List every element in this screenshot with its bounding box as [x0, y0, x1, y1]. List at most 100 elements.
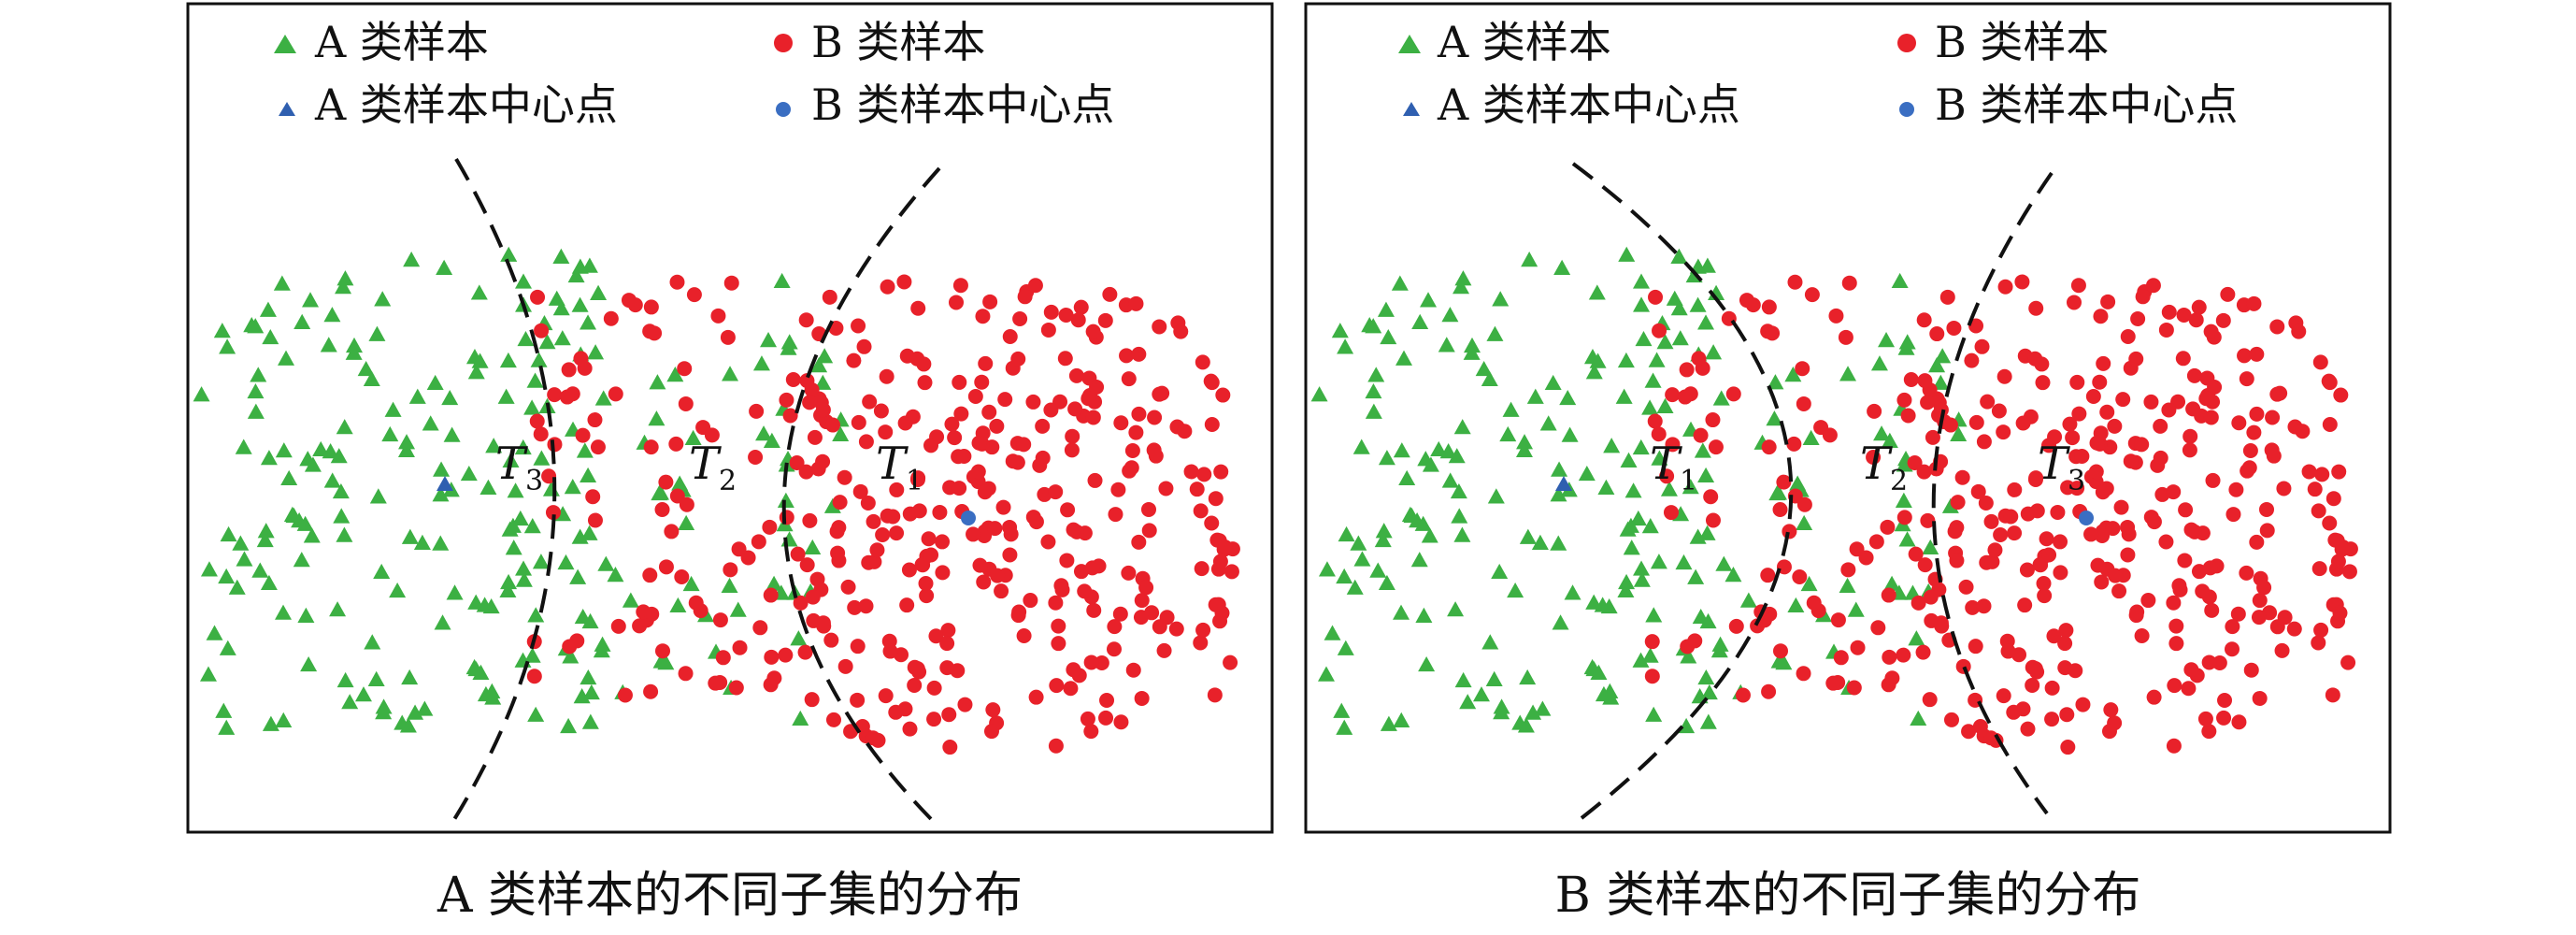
subset-label-right: T1 — [876, 438, 923, 497]
b-sample-point — [526, 669, 542, 684]
panel-caption: B 类样本的不同子集的分布 — [1555, 868, 2141, 924]
b-sample-point — [766, 670, 782, 686]
a-sample-point — [235, 439, 252, 454]
b-sample-point — [1119, 348, 1135, 364]
b-sample-point — [885, 509, 901, 525]
b-sample-point — [763, 587, 779, 603]
b-sample-point — [2134, 437, 2150, 453]
b-sample-point — [562, 639, 578, 654]
a-sample-point — [407, 704, 424, 720]
b-sample-point — [642, 568, 658, 583]
b-sample-point — [1152, 319, 1167, 335]
b-sample-point — [2207, 379, 2223, 395]
a-sample-point — [530, 352, 548, 367]
a-sample-point — [515, 560, 533, 576]
a-sample-point — [408, 388, 426, 404]
legend-a-center: A 类样本中心点 — [314, 79, 618, 130]
b-sample-point — [837, 469, 852, 485]
a-sample-point — [1365, 382, 1382, 399]
subset-label-middle: T2 — [689, 438, 737, 497]
b-sample-point — [1652, 323, 1667, 338]
b-sample-point — [1772, 502, 1788, 518]
b-sample-point — [1939, 289, 1955, 305]
b-sample-point — [2216, 710, 2232, 726]
b-sample-point — [2053, 565, 2068, 581]
b-sample-point — [2003, 509, 2019, 525]
b-sample-point — [2074, 448, 2090, 464]
b-sample-point — [1947, 524, 1963, 539]
b-sample-point — [2044, 680, 2060, 696]
a-sample-point — [1617, 352, 1635, 368]
b-sample-point — [1946, 320, 1962, 336]
b-sample-point — [2092, 374, 2108, 390]
b-sample-point — [2035, 375, 2051, 391]
b-sample-point — [815, 402, 831, 418]
b-sample-point — [1217, 539, 1233, 555]
b-sample-point — [928, 628, 944, 644]
b-sample-point — [2224, 641, 2240, 657]
a-sample-point — [527, 706, 545, 722]
b-sample-point — [983, 724, 999, 740]
b-sample-point — [1917, 557, 1933, 573]
b-sample-point — [1796, 666, 1811, 682]
a-sample-point — [335, 279, 352, 295]
b-sample-point — [923, 547, 939, 563]
b-sample-point — [952, 374, 967, 390]
b-sample-point — [1920, 395, 1936, 410]
b-sample-point — [2246, 295, 2262, 311]
b-sample-point — [2115, 392, 2131, 408]
b-sample-point — [1693, 427, 1709, 443]
a-sample-point — [259, 301, 277, 317]
b-sample-point — [1796, 396, 1811, 411]
b-sample-point — [2093, 309, 2109, 324]
b-sample-point — [902, 721, 918, 737]
b-sample-points — [1644, 274, 2358, 755]
a-sample-point — [823, 497, 841, 513]
b-sample-point — [1968, 414, 1984, 430]
a-sample-point — [542, 481, 560, 496]
a-sample-point — [1439, 443, 1457, 459]
a-sample-point — [1526, 388, 1544, 404]
b-sample-point — [797, 644, 813, 660]
a-sample-point — [1881, 432, 1898, 448]
a-sample-point — [1472, 686, 1490, 702]
b-sample-point — [1991, 403, 2007, 419]
b-sample-point — [2325, 687, 2340, 703]
b-sample-point — [1964, 352, 1980, 368]
b-sample-point — [2015, 415, 2031, 431]
a-sample-point — [527, 607, 545, 623]
b-sample-point — [2153, 418, 2168, 434]
b-sample-point — [2145, 278, 2161, 294]
b-sample-point — [2195, 583, 2211, 599]
b-sample-point — [789, 455, 805, 471]
a-sample-point — [471, 352, 489, 368]
b-sample-point — [1025, 394, 1041, 410]
b-sample-point — [1954, 469, 1970, 485]
a-sample-point — [511, 510, 529, 526]
a-sample-points — [193, 246, 850, 735]
b-sample-point — [1128, 295, 1144, 311]
a-sample-point — [1516, 434, 1534, 450]
b-sample-point — [1193, 635, 1209, 651]
a-sample-point — [1624, 482, 1642, 498]
a-sample-point — [1377, 301, 1395, 317]
b-sample-point — [935, 534, 951, 550]
b-sample-point — [1016, 628, 1032, 644]
b-sample-point — [1987, 542, 2003, 558]
a-sample-point — [1620, 452, 1638, 468]
b-sample-point — [2172, 582, 2188, 597]
b-sample-point — [1212, 554, 1228, 569]
a-sample-point — [1698, 525, 1716, 540]
b-sample-point — [2066, 295, 2082, 310]
a-sample-point — [247, 403, 265, 419]
b-sample-point — [2312, 354, 2328, 370]
a-sample-point — [1597, 479, 1615, 495]
a-sample-point — [1450, 482, 1467, 499]
b-sample-point — [1148, 448, 1164, 464]
b-sample-point — [970, 464, 986, 480]
panel-frame — [186, 2, 1274, 834]
b-sample-point — [710, 308, 726, 324]
b-sample-point — [942, 740, 958, 755]
a-sample-point — [1441, 472, 1459, 488]
a-sample-point — [580, 257, 598, 273]
